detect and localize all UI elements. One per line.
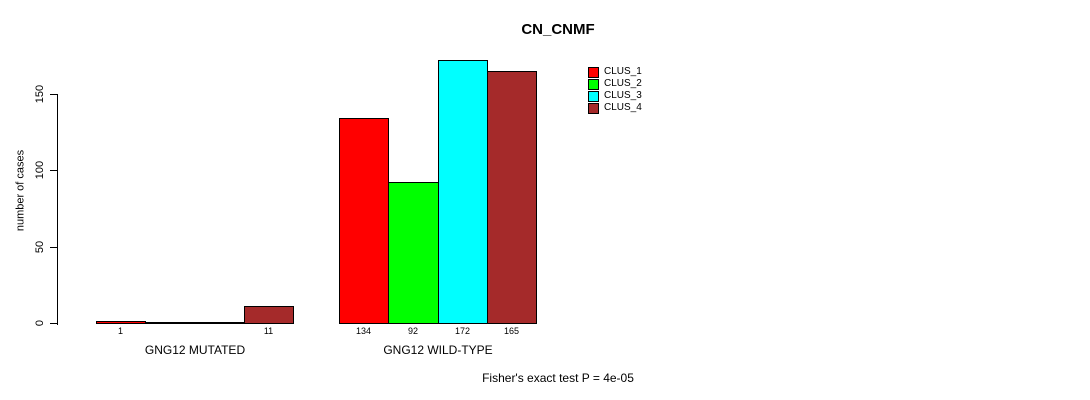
y-tick-label: 0 [34,319,46,327]
bar-clus_2 [145,322,196,324]
legend-label: CLUS_2 [604,78,642,89]
y-axis-line [57,94,58,325]
y-tick-label: 150 [34,84,46,104]
y-tick-label: 50 [34,240,46,254]
legend-label: CLUS_4 [604,102,642,113]
legend-swatch-clus_3 [588,90,599,102]
bar-clus_1 [339,118,389,324]
y-tick [50,170,57,171]
legend-swatch-clus_1 [588,66,599,78]
bar-value-label: 11 [263,326,274,336]
bar-clus_1 [96,321,146,324]
bar-clus_4 [487,71,537,324]
bar-clus_3 [195,322,245,324]
annotation-fishers-test: Fisher's exact test P = 4e-05 [482,371,634,385]
legend-swatch-clus_2 [588,78,599,90]
bar-clus_3 [438,60,488,324]
bar-clus_2 [388,182,439,324]
bar-value-label: 1 [117,326,123,336]
bar-value-label: 134 [355,326,372,336]
legend-item: CLUS_2 [588,78,642,90]
legend-label: CLUS_3 [604,90,642,101]
bar-clus_4 [244,306,294,324]
chart-title: CN_CNMF [521,21,595,38]
bar-value-label: 92 [407,326,418,336]
y-tick [50,247,57,248]
y-tick-label: 100 [34,160,46,180]
bar-value-label: 165 [503,326,520,336]
y-tick [50,323,57,324]
legend-label: CLUS_1 [604,66,642,77]
y-tick [50,94,57,95]
legend-item: CLUS_3 [588,90,642,102]
legend: CLUS_1 CLUS_2 CLUS_3 CLUS_4 [588,66,642,114]
legend-item: CLUS_1 [588,66,642,78]
legend-swatch-clus_4 [588,102,599,114]
legend-item: CLUS_4 [588,102,642,114]
y-axis-title: number of cases [14,149,27,232]
bar-value-label: 172 [454,326,471,336]
x-category-label: GNG12 WILD-TYPE [383,343,493,357]
x-category-label: GNG12 MUTATED [144,343,246,357]
